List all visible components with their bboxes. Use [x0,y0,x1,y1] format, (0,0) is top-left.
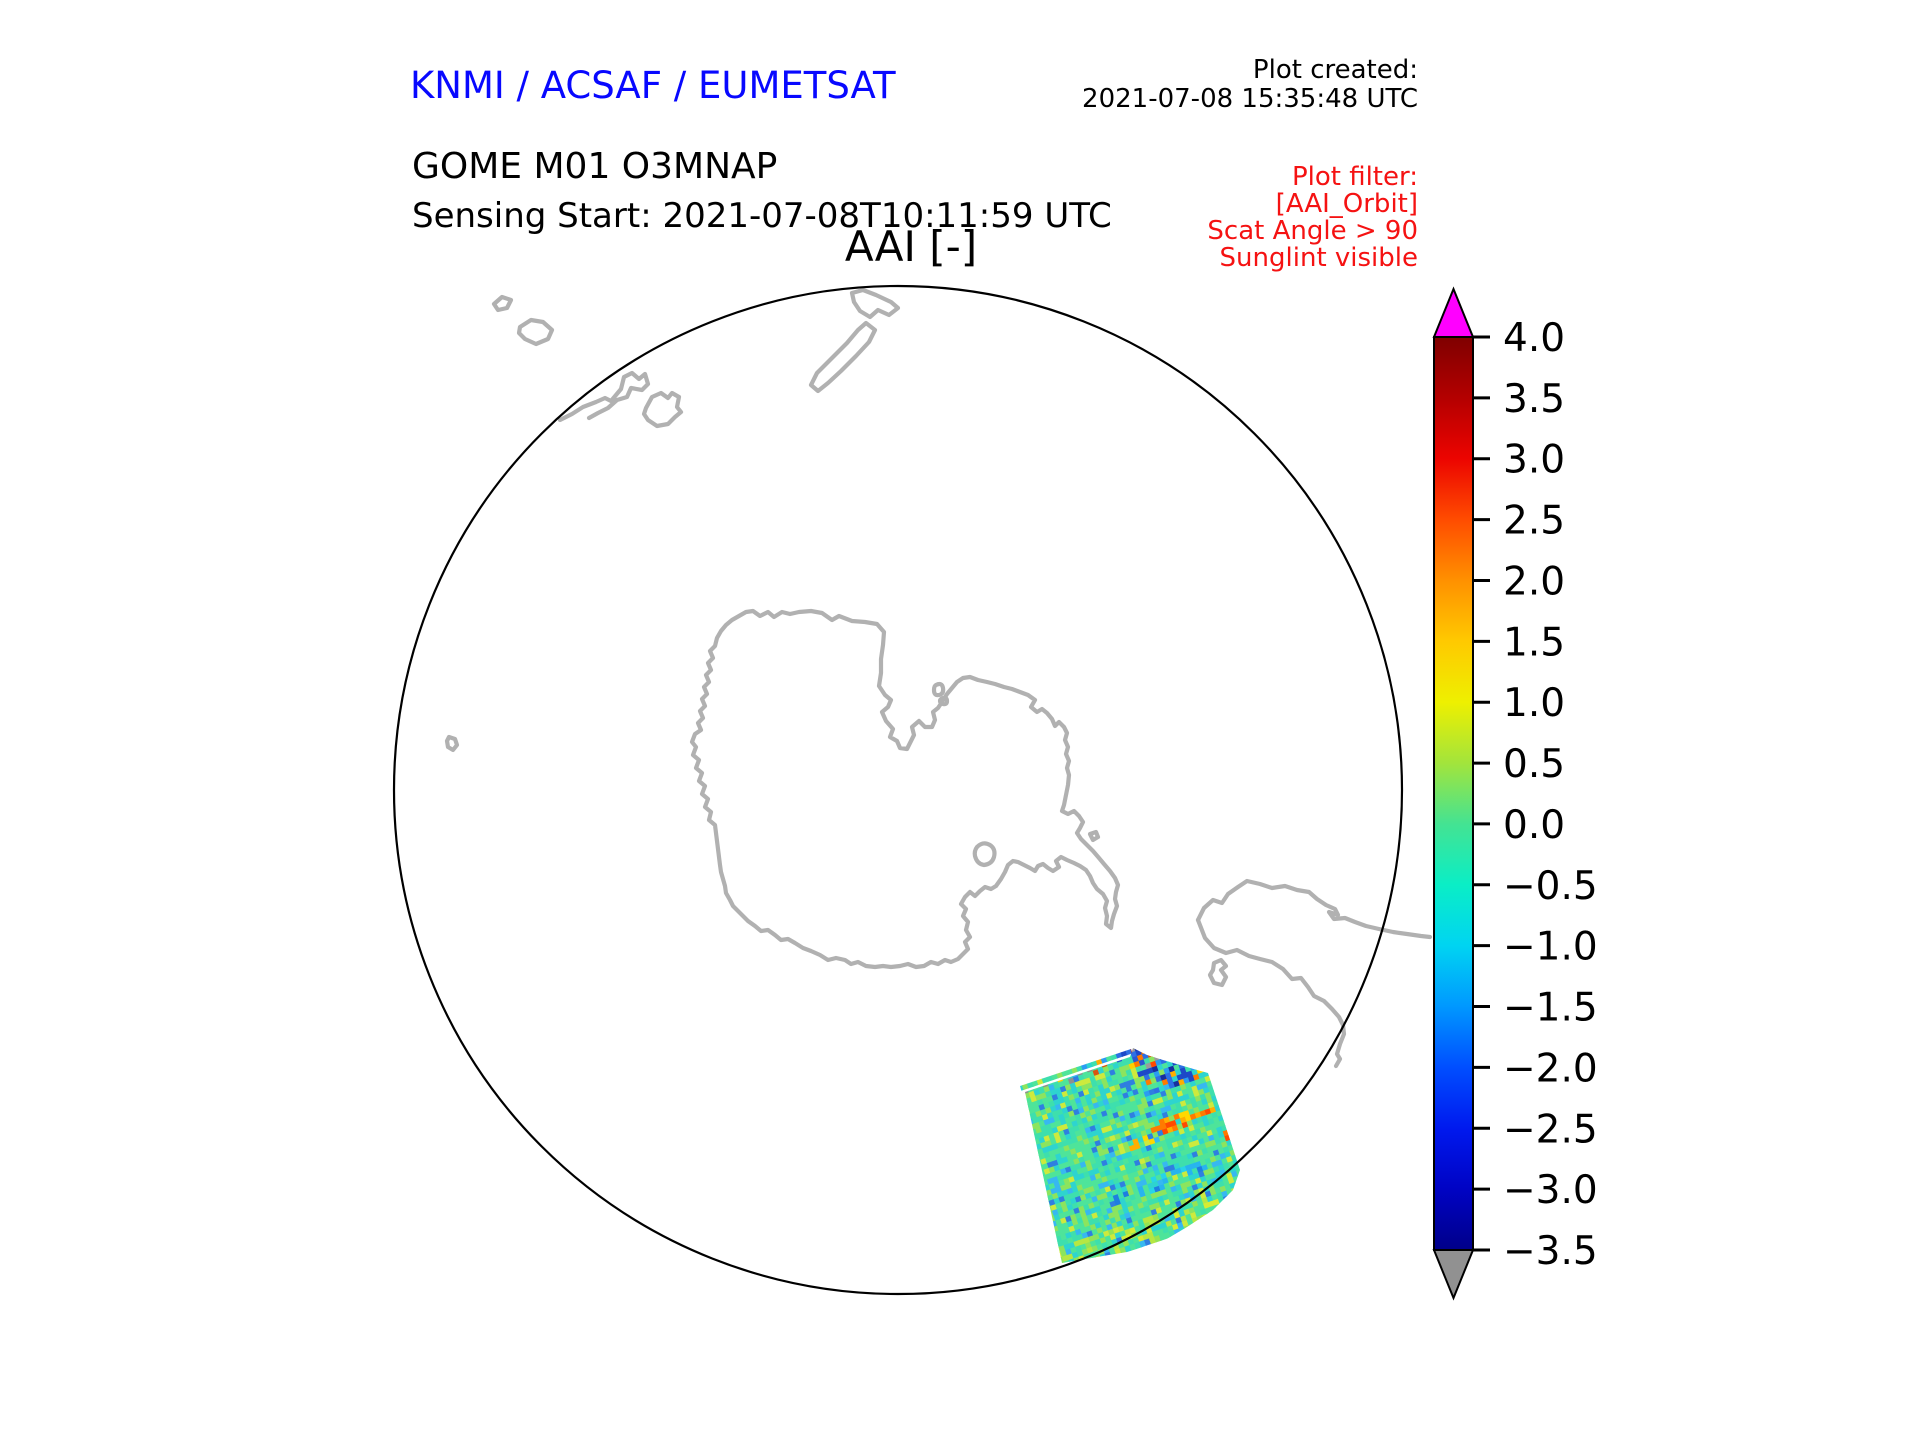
colorbar-tick-label: 0.5 [1503,742,1565,787]
plot-title: AAI [-] [844,222,978,271]
filter-line: [AAI_Orbit] [1275,189,1418,219]
colorbar-tick-label: 3.5 [1503,377,1565,422]
colorbar-tick-label: −0.5 [1503,864,1598,909]
filter-line: Scat Angle > 90 [1207,216,1418,246]
map-boundary-circle [392,284,1404,1296]
colorbar-tick-label: −3.0 [1503,1168,1598,1213]
coastline-lagoon-island [972,841,997,868]
plot-created-block: Plot created: 2021-07-08 15:35:48 UTC [1082,56,1418,114]
plot-created-label: Plot created: [1252,55,1418,85]
institute-title: KNMI / ACSAF / EUMETSAT [410,64,896,107]
coastline-tasmania [641,390,684,429]
colorbar-tick-label: 2.0 [1503,559,1565,604]
colorbar-tick-label: −1.5 [1503,986,1598,1031]
colorbar-tick-label: 4.0 [1503,316,1565,361]
coastline-ross-bay-island-2 [937,695,950,707]
colorbar-tick-label: 0.0 [1503,803,1565,848]
colorbar-tick-label: −2.5 [1503,1107,1598,1152]
coastline-peninsula-islet [1087,829,1101,843]
filter-line: Sunglint visible [1219,243,1418,273]
coastline-australia-south-coast [557,370,651,423]
product-name: GOME M01 O3MNAP [412,146,778,187]
colorbar-tick-label: 2.5 [1503,499,1565,544]
coastline-falkland-island [1207,957,1229,988]
plot-filter-block: Plot filter: [AAI_Orbit] Scat Angle > 90… [1207,164,1418,272]
coastline-new-zealand-north [849,287,901,320]
colorbar-over-arrow [1432,286,1475,338]
coastlines [444,287,1433,1069]
coastline-tierra-del-fuego-south [1195,917,1347,1069]
coastline-ross-bay-island-1 [931,681,946,698]
colorbar: 4.0 3.5 3.0 2.5 2.0 1.5 1.0 0.5 0.0 −0.5 −1.0 −1.5 −… [1432,286,1598,1301]
colorbar-tick-label: 3.0 [1503,438,1565,483]
plot-created-time: 2021-07-08 15:35:48 UTC [1082,84,1418,114]
filter-line: Plot filter: [1291,162,1418,192]
coastline-macquarie-island [444,734,460,753]
colorbar-under-arrow [1432,1249,1475,1301]
colorbar-tick-label: −1.0 [1503,925,1598,970]
coastline-antarctica [689,608,1121,970]
colorbar-tick-label: −3.5 [1503,1229,1598,1274]
coastline-tierra-del-fuego-north [1195,878,1433,940]
coastline-island-topleft-b [516,317,555,347]
colorbar-tick-label: 1.5 [1503,620,1565,665]
colorbar-gradient-bar [1433,336,1474,1251]
colorbar-tick-label: −2.0 [1503,1046,1598,1091]
colorbar-tick-label: 1.0 [1503,681,1565,726]
sensing-start: Sensing Start: 2021-07-08T10:11:59 UTC [412,196,1112,236]
coastline-new-zealand-south [808,320,878,394]
coastline-island-topleft-a [491,294,514,313]
